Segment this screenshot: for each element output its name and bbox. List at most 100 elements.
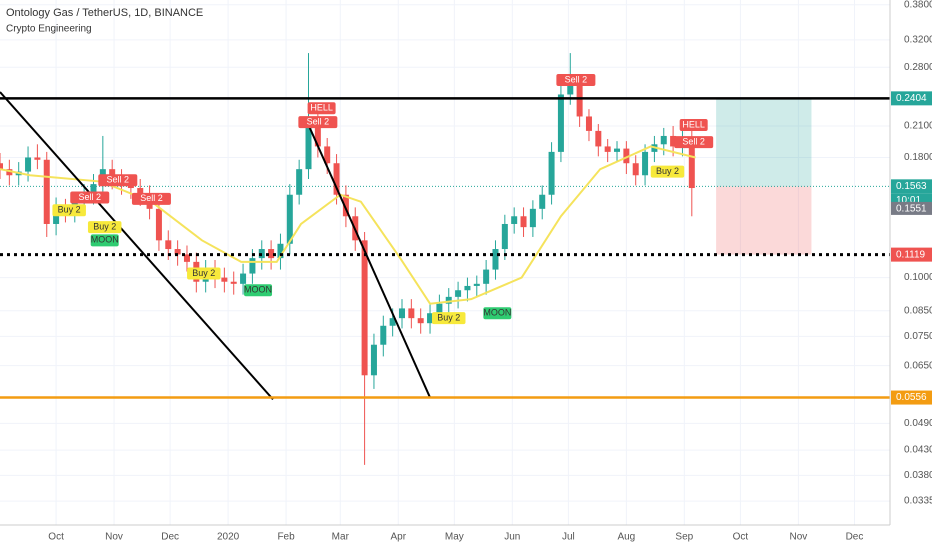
level-label-bg [891,91,932,106]
candle-body [548,151,555,195]
candle-body [183,254,190,262]
trend-line [307,124,431,398]
signal-badge [431,312,466,325]
candle-body [268,249,275,259]
candle-body [342,194,349,217]
signal-badge [98,174,138,187]
candle-body [520,216,527,228]
candle-body [501,223,508,250]
candle-body [567,82,574,95]
x-tick-label: Nov [789,532,807,543]
level-label-bg [891,247,932,262]
candle-body [296,169,303,195]
signal-badge [131,192,171,205]
candle-body [370,344,377,376]
x-tick-label: Aug [617,532,635,543]
candle-body [473,283,480,286]
candle-body [604,146,611,152]
signal-badge [679,119,708,132]
y-tick-label: 0.2100 [904,121,932,132]
level-label: 0.2404 [896,93,927,104]
indicator-name: Crypto Engineering [6,24,92,35]
y-tick-label: 0.1000 [904,272,932,283]
y-tick-label: 0.0380 [904,470,932,481]
signal-text: Sell 2 [78,192,101,202]
x-tick-label: Nov [105,532,123,543]
signal-badge [244,284,273,297]
x-tick-label: Jun [504,532,520,543]
signal-text: MOON [244,285,272,295]
signal-text: Sell 2 [682,137,705,147]
y-tick-label: 0.2800 [904,62,932,73]
candle-body [427,313,434,324]
signal-text: Sell 2 [307,116,330,126]
candle-body [670,135,677,147]
candle-body [642,151,649,176]
signal-text: HELL [310,103,333,113]
candle-body [464,285,471,291]
candle-body [165,240,172,250]
candle-body [53,208,60,224]
x-tick-label: Dec [161,532,179,543]
signal-text: Buy 2 [656,166,679,176]
y-tick-label: 0.0750 [904,331,932,342]
plot-area [0,0,890,525]
candle-body [174,249,181,255]
candle-body [240,273,247,284]
y-tick-label: 0.0430 [904,445,932,456]
signal-badge [307,102,336,115]
candle-body [529,208,536,228]
signal-badge [298,116,338,129]
candle-body [324,146,331,164]
candle-body [361,240,368,376]
candle-body [305,121,312,170]
signal-text: Sell 2 [565,74,588,84]
candle-body [25,157,32,172]
x-tick-label: Feb [277,532,295,543]
candle-body [539,194,546,209]
candle-body [137,188,144,195]
x-tick-label: 2020 [217,532,240,543]
signal-badge [650,165,685,178]
candle-body [155,208,162,241]
trend-line [0,91,274,401]
signal-badge [674,136,714,149]
candle-body [34,157,41,160]
x-tick-label: Dec [846,532,864,543]
signal-text: Sell 2 [140,193,163,203]
candle-body [614,148,621,152]
candle-body [249,258,256,274]
signal-badge [90,234,119,247]
candle-body [314,121,321,147]
last-price-label: 0.1563 [896,181,927,192]
signal-text: Buy 2 [93,222,116,232]
x-tick-label: Jul [562,532,575,543]
candle-body [632,163,639,176]
level-label-bg [891,390,932,405]
y-tick-label: 0.3200 [904,35,932,46]
position-loss [716,186,812,255]
signal-badge [52,204,86,217]
y-tick-label: 0.3800 [904,0,932,10]
candle-body [557,94,564,152]
signal-text: MOON [91,235,119,245]
ma-price-bg [891,201,932,215]
ma-price-label: 0.1551 [896,204,927,215]
candle-body [595,130,602,147]
x-tick-label: May [445,532,464,543]
candle-body [277,243,284,259]
countdown: 10:01 [896,195,921,206]
candle-body [230,281,237,284]
signal-text: HELL [682,119,705,129]
x-tick-label: Mar [332,532,350,543]
last-price-label-bg [891,179,932,194]
candle-body [492,249,499,270]
y-tick-label: 0.0850 [904,305,932,316]
candle-body [436,303,443,314]
candle-body [511,216,518,224]
candle-body [6,169,13,176]
candle-body [408,308,415,319]
candle-body [109,169,116,180]
candle-body [483,269,490,284]
signal-badge [187,267,221,280]
